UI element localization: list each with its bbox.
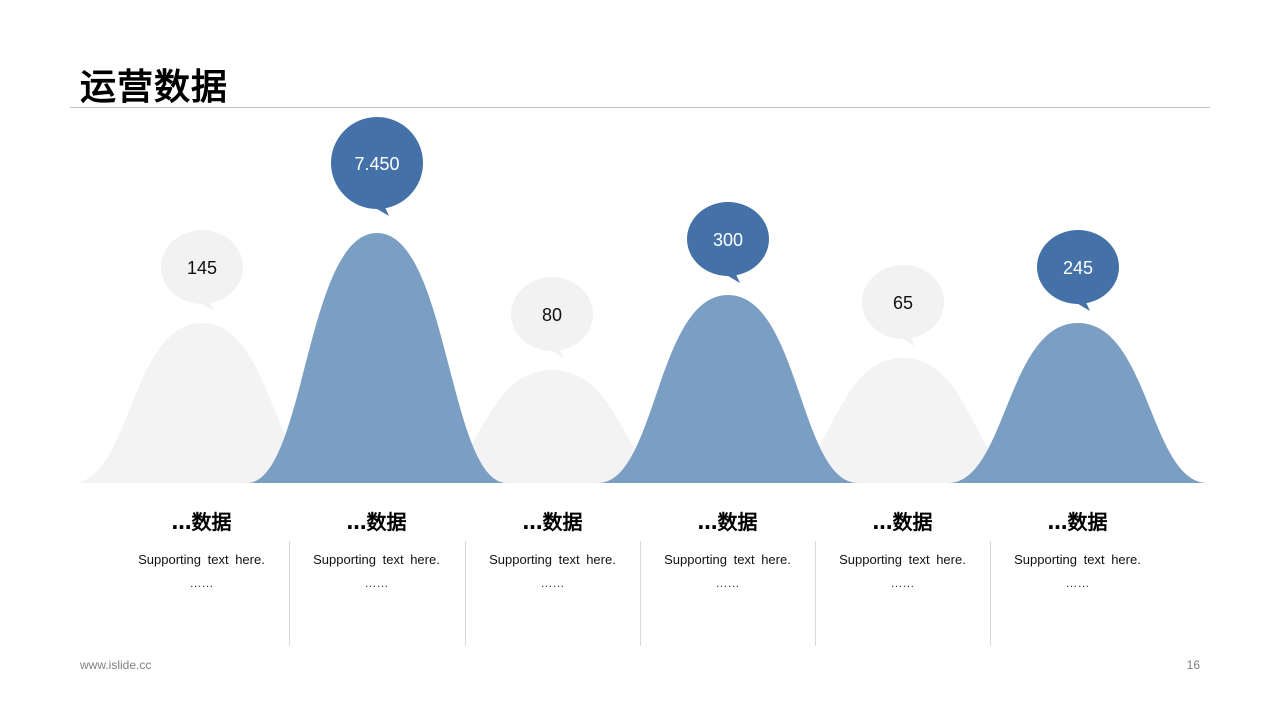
value-label-4: 300 bbox=[713, 230, 743, 250]
column-text-2: Supporting text here. bbox=[313, 552, 440, 567]
column-ellipsis-5: …… bbox=[890, 576, 915, 590]
column-divider bbox=[465, 541, 466, 646]
column-ellipsis-2: …… bbox=[364, 576, 389, 590]
value-bubble-2: 7.450 bbox=[331, 117, 423, 216]
column-text-5: Supporting text here. bbox=[839, 552, 966, 567]
value-label-2: 7.450 bbox=[354, 154, 399, 174]
value-label-1: 145 bbox=[187, 258, 217, 278]
mountain-2 bbox=[247, 233, 507, 483]
mountain-5 bbox=[773, 358, 1033, 483]
column-text-3: Supporting text here. bbox=[489, 552, 616, 567]
page-number: 16 bbox=[1186, 658, 1200, 672]
column-divider bbox=[289, 541, 290, 646]
column-heading-6: …数据 bbox=[1047, 510, 1108, 534]
column-ellipsis-6: …… bbox=[1065, 576, 1090, 590]
value-bubble-1: 145 bbox=[161, 230, 243, 311]
column-divider bbox=[990, 541, 991, 646]
value-bubble-5: 65 bbox=[862, 265, 944, 346]
value-bubble-3: 80 bbox=[511, 277, 593, 358]
column-text-1: Supporting text here. bbox=[138, 552, 265, 567]
column-heading-4: …数据 bbox=[697, 510, 758, 534]
column-heading-2: …数据 bbox=[346, 510, 407, 534]
mountain-3 bbox=[422, 370, 682, 483]
column-heading-3: …数据 bbox=[522, 510, 583, 534]
column-divider bbox=[640, 541, 641, 646]
column-text-6: Supporting text here. bbox=[1014, 552, 1141, 567]
column-text-4: Supporting text here. bbox=[664, 552, 791, 567]
value-label-6: 245 bbox=[1063, 258, 1093, 278]
column-heading-5: …数据 bbox=[872, 510, 933, 534]
column-heading-1: …数据 bbox=[171, 510, 232, 534]
mountain-1 bbox=[72, 323, 332, 483]
column-divider bbox=[815, 541, 816, 646]
mountain-6 bbox=[948, 323, 1208, 483]
column-ellipsis-1: …… bbox=[189, 576, 214, 590]
column-ellipsis-4: …… bbox=[715, 576, 740, 590]
mountain-4 bbox=[598, 295, 858, 483]
value-label-5: 65 bbox=[893, 293, 913, 313]
title-divider bbox=[70, 107, 1210, 108]
column-ellipsis-3: …… bbox=[540, 576, 565, 590]
footer-url: www.islide.cc bbox=[80, 658, 152, 672]
value-label-3: 80 bbox=[542, 305, 562, 325]
value-bubble-6: 245 bbox=[1037, 230, 1119, 311]
page-title: 运营数据 bbox=[80, 67, 229, 108]
value-bubble-4: 300 bbox=[687, 202, 769, 283]
